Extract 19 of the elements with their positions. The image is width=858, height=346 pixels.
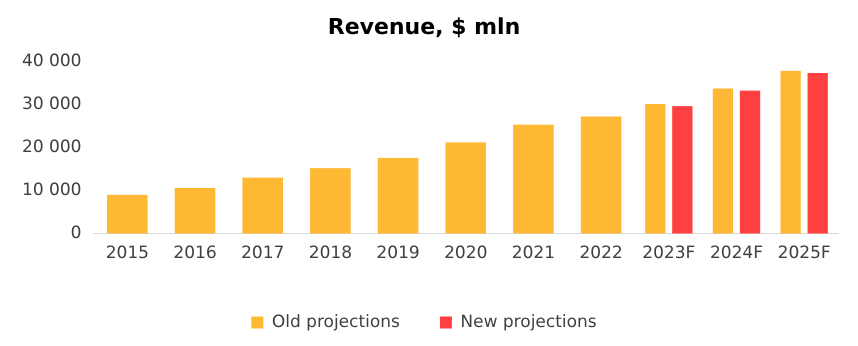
x-tick-label: 2024F <box>710 243 763 264</box>
x-tick-label: 2022 <box>579 243 623 264</box>
x-tick-label: 2025F <box>778 243 831 264</box>
x-tick-label: 2021 <box>512 243 556 264</box>
x-tick-label: 2019 <box>376 243 420 264</box>
y-tick-label: 30 000 <box>22 94 82 114</box>
x-tick-label: 2016 <box>173 243 217 264</box>
y-tick-label: 20 000 <box>22 136 82 157</box>
x-tick-label: 2020 <box>444 243 488 264</box>
x-tick-label: 2015 <box>106 243 149 264</box>
chart-title: Revenue, $ mln <box>328 14 520 40</box>
x-tick-label: 2018 <box>308 243 352 264</box>
y-tick-label: 0 <box>70 223 82 244</box>
y-tick-label: 40 000 <box>22 50 82 71</box>
x-tick-label: 2017 <box>241 243 284 264</box>
y-tick-label: 10 000 <box>22 180 82 200</box>
x-tick-label: 2023F <box>642 243 696 264</box>
legend-label: New projections <box>460 312 597 332</box>
legend-label: Old projections <box>272 312 400 332</box>
